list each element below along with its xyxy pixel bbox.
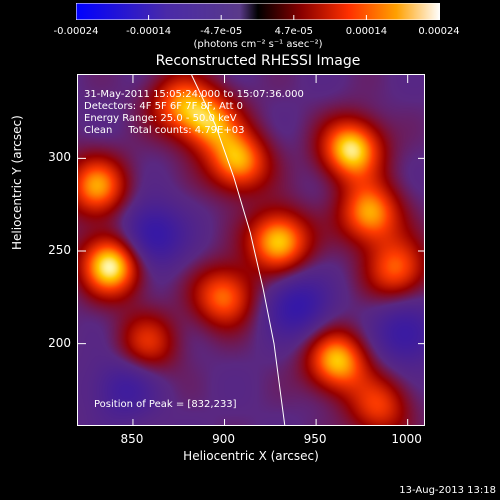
x-tick-label: 950 [303, 432, 327, 446]
annotation-peak: Position of Peak = [832,233] [94, 399, 237, 410]
annotation-time: 31-May-2011 15:05:24.000 to 15:07:36.000 [84, 89, 304, 100]
y-tick-label: 300 [48, 150, 71, 165]
colorbar-tick-label: 4.7e-05 [274, 26, 313, 37]
y-tick-label: 250 [48, 243, 71, 257]
solar-limb-line [191, 75, 286, 425]
colorbar-tick-label: -0.00024 [53, 26, 99, 37]
colorbar-tick-label: 0.00024 [418, 26, 460, 37]
timestamp: 13-Aug-2013 13:18 [399, 485, 496, 496]
plot-overlay [78, 75, 424, 425]
colorbar-units: (photons cm⁻² s⁻¹ asec⁻²) [193, 39, 323, 50]
colorbar-tick-label: -4.7e-05 [200, 26, 243, 37]
x-tick-label: 900 [212, 432, 235, 446]
x-tick-label: 1000 [391, 432, 422, 446]
x-axis-label: Heliocentric X (arcsec) [183, 449, 319, 463]
annotation-clean: Clean Total counts: 4.79E+03 [84, 125, 245, 136]
y-axis-label: Heliocentric Y (arcsec) [10, 115, 24, 250]
heatmap-image [78, 75, 424, 425]
colorbar-tick-label: -0.00014 [126, 26, 172, 37]
colorbar [76, 3, 440, 20]
colorbar-tick-label: 0.00014 [345, 26, 388, 37]
y-tick-label: 200 [48, 335, 71, 350]
annotation-energy: Energy Range: 25.0 - 50.0 keV [84, 113, 237, 124]
annotation-detectors: Detectors: 4F 5F 6F 7F 8F, Att 0 [84, 101, 244, 112]
plot-area: 31-May-2011 15:05:24.000 to 15:07:36.000… [77, 74, 425, 426]
chart-title: Reconstructed RHESSI Image [155, 53, 361, 69]
x-tick-label: 850 [120, 432, 144, 446]
